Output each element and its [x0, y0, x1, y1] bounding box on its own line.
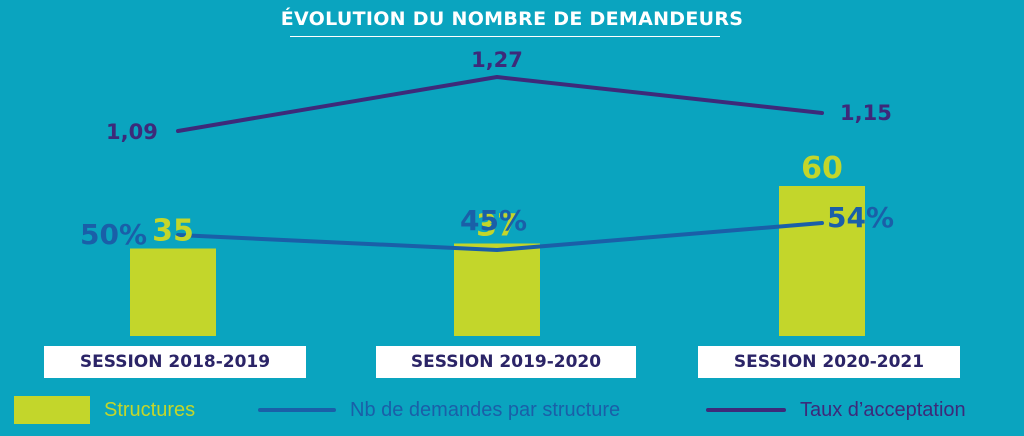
bar-structures	[130, 248, 216, 336]
legend-item-structures: Structures	[14, 392, 195, 428]
legend-item-demandes: Nb de demandes par structure	[258, 392, 620, 428]
session-label-2019-2020: SESSION 2019-2020	[376, 346, 636, 378]
data-label-demandes: 45%	[460, 204, 527, 237]
line-demandes	[176, 221, 824, 252]
session-label-text: SESSION 2019-2020	[410, 352, 602, 372]
session-label-2020-2021: SESSION 2020-2021	[698, 346, 960, 378]
data-label-structures: 60	[801, 151, 843, 186]
legend-swatch-demandes	[258, 408, 336, 412]
title-underline	[290, 36, 720, 37]
legend-label-structures: Structures	[104, 398, 196, 421]
chart-title: ÉVOLUTION DU NOMBRE DE DEMANDEURS	[280, 8, 744, 30]
data-label-taux: 1,09	[106, 120, 158, 144]
data-label-demandes: 50%	[80, 218, 147, 251]
legend-swatch-taux	[706, 408, 786, 412]
legend-label-demandes: Nb de demandes par structure	[350, 398, 621, 421]
session-label-text: SESSION 2020-2021	[733, 352, 925, 372]
data-label-demandes: 54%	[827, 201, 894, 234]
bar-structures	[779, 186, 865, 336]
legend-label-taux: Taux d’acceptation	[800, 398, 966, 421]
data-label-structures: 37	[476, 209, 518, 244]
data-label-structures: 35	[152, 214, 194, 249]
legend-swatch-structures	[14, 396, 90, 424]
session-label-text: SESSION 2018-2019	[79, 352, 271, 372]
session-label-2018-2019: SESSION 2018-2019	[44, 346, 306, 378]
data-label-taux: 1,27	[471, 48, 523, 72]
legend-item-taux: Taux d’acceptation	[706, 392, 966, 428]
data-label-taux: 1,15	[840, 101, 892, 125]
bar-structures	[454, 243, 540, 336]
line-taux	[176, 75, 824, 133]
chart-legend: Structures Nb de demandes par structure …	[0, 392, 1024, 428]
